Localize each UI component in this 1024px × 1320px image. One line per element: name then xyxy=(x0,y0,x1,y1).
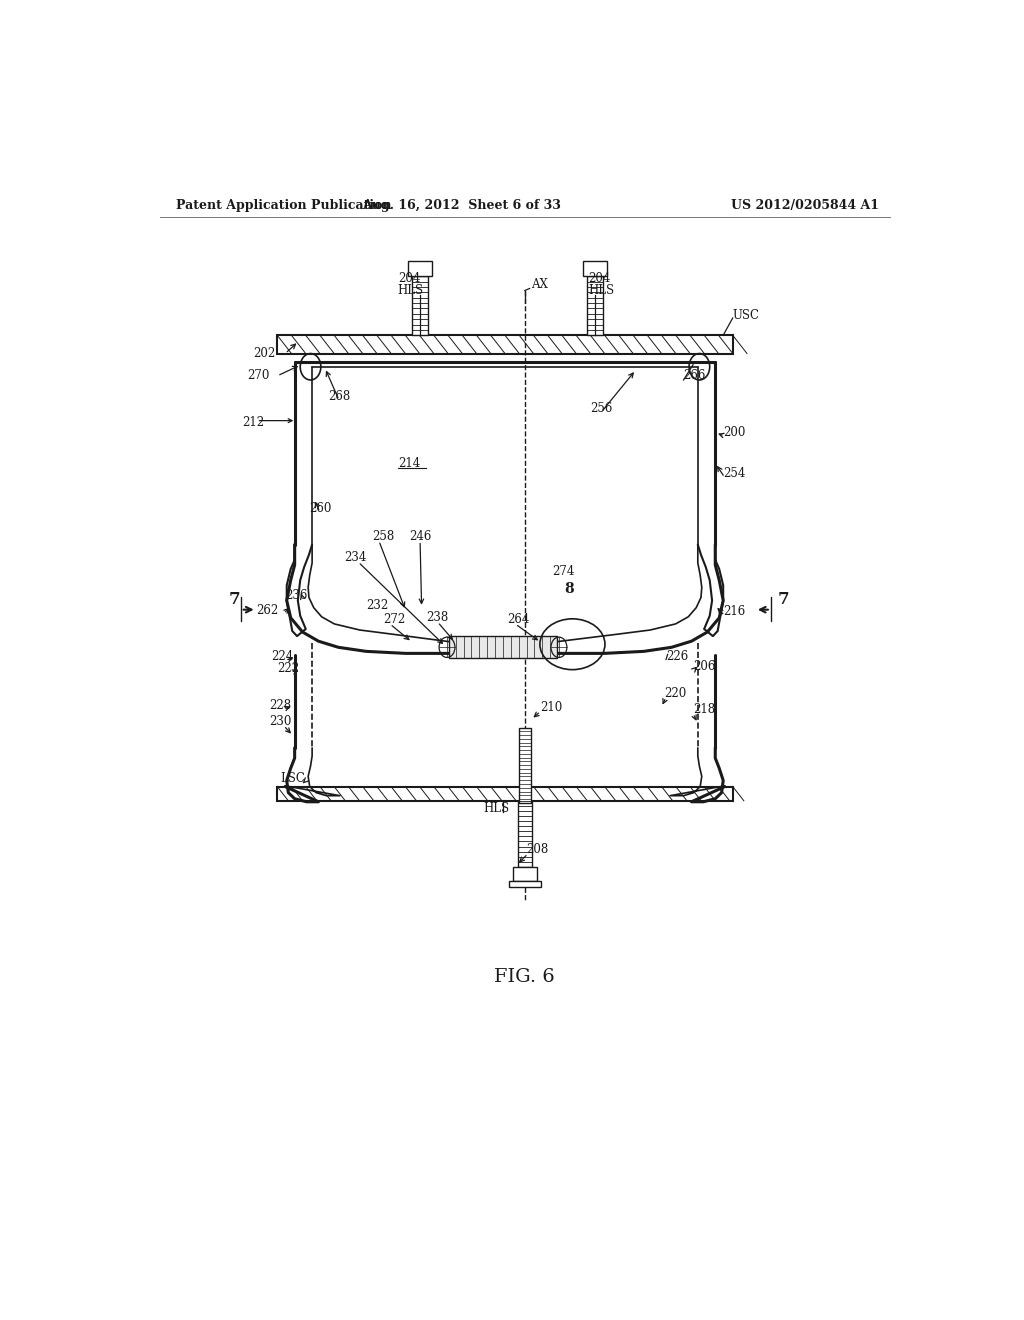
Bar xyxy=(583,261,606,276)
Text: 238: 238 xyxy=(426,611,449,624)
Bar xyxy=(519,727,530,803)
Text: 256: 256 xyxy=(590,401,612,414)
Text: 216: 216 xyxy=(723,605,745,618)
Text: 212: 212 xyxy=(243,416,264,429)
Bar xyxy=(587,276,602,335)
Bar xyxy=(509,880,541,887)
Bar xyxy=(278,787,733,801)
Text: 7: 7 xyxy=(777,591,788,609)
Text: 266: 266 xyxy=(684,370,706,383)
Text: 218: 218 xyxy=(693,702,715,715)
Text: FIG. 6: FIG. 6 xyxy=(495,968,555,986)
Text: 230: 230 xyxy=(269,715,292,729)
Bar xyxy=(450,636,557,659)
Text: US 2012/0205844 A1: US 2012/0205844 A1 xyxy=(731,198,880,211)
Text: 270: 270 xyxy=(247,370,269,383)
Text: 254: 254 xyxy=(723,467,745,480)
Bar xyxy=(412,276,428,335)
Text: 232: 232 xyxy=(367,599,388,612)
Text: 202: 202 xyxy=(253,347,275,360)
Text: HLS: HLS xyxy=(483,803,510,816)
Text: LSC: LSC xyxy=(281,772,305,785)
Text: 258: 258 xyxy=(373,531,394,543)
Text: AX: AX xyxy=(531,279,548,290)
Text: HLS: HLS xyxy=(397,284,424,297)
Text: 234: 234 xyxy=(344,552,367,565)
Bar xyxy=(513,867,537,880)
Text: 224: 224 xyxy=(270,649,293,663)
Text: 204: 204 xyxy=(588,272,610,285)
Bar xyxy=(278,335,733,354)
Text: 274: 274 xyxy=(552,565,574,578)
Text: 236: 236 xyxy=(285,589,307,602)
Text: 262: 262 xyxy=(257,605,279,618)
Text: 208: 208 xyxy=(526,843,549,857)
Text: Aug. 16, 2012  Sheet 6 of 33: Aug. 16, 2012 Sheet 6 of 33 xyxy=(361,198,561,211)
Text: 222: 222 xyxy=(278,663,299,675)
Text: 214: 214 xyxy=(397,457,420,470)
Text: 204: 204 xyxy=(397,272,420,285)
Text: 264: 264 xyxy=(507,614,529,627)
Text: 7: 7 xyxy=(228,591,241,609)
Bar xyxy=(518,801,531,867)
Text: USC: USC xyxy=(733,309,760,322)
Text: 8: 8 xyxy=(564,582,574,597)
Text: 206: 206 xyxy=(693,660,716,673)
Text: 210: 210 xyxy=(541,701,563,714)
Text: 246: 246 xyxy=(409,531,431,543)
Text: 268: 268 xyxy=(328,389,350,403)
Text: 272: 272 xyxy=(384,614,406,627)
Text: 200: 200 xyxy=(723,426,745,440)
Bar xyxy=(409,261,432,276)
Text: 228: 228 xyxy=(269,698,292,711)
Text: HLS: HLS xyxy=(588,284,614,297)
Text: Patent Application Publication: Patent Application Publication xyxy=(176,198,391,211)
Text: 260: 260 xyxy=(309,502,332,515)
Text: 226: 226 xyxy=(666,649,688,663)
Text: 220: 220 xyxy=(665,686,687,700)
